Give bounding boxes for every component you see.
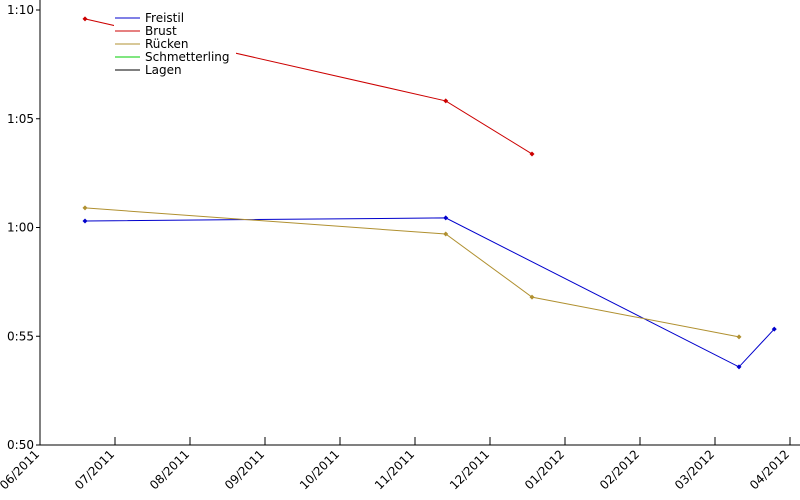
legend-bg bbox=[114, 12, 236, 25]
point bbox=[443, 98, 449, 104]
y-tick-label: 0:55 bbox=[7, 329, 34, 343]
x-tick-label: 03/2012 bbox=[672, 447, 717, 492]
legend-bg bbox=[114, 64, 236, 77]
legend-label: Lagen bbox=[145, 63, 182, 77]
x-tick-label: 09/2011 bbox=[222, 447, 267, 492]
x-tick-label: 12/2011 bbox=[447, 447, 492, 492]
point bbox=[82, 218, 88, 224]
legend-label: Brust bbox=[145, 24, 177, 38]
point bbox=[771, 326, 777, 332]
series-line bbox=[84, 217, 775, 368]
point bbox=[82, 16, 88, 22]
point bbox=[443, 215, 449, 221]
point bbox=[736, 334, 742, 340]
series-line bbox=[84, 207, 740, 338]
legend-label: Schmetterling bbox=[145, 50, 230, 64]
point bbox=[82, 205, 88, 211]
x-tick-label: 08/2011 bbox=[147, 447, 192, 492]
y-tick-label: 1:05 bbox=[7, 112, 34, 126]
point bbox=[529, 151, 535, 157]
x-tick-label: 06/2011 bbox=[0, 447, 42, 492]
x-tick-label: 10/2011 bbox=[297, 447, 342, 492]
point bbox=[443, 231, 449, 237]
legend-label: Freistil bbox=[145, 11, 184, 25]
x-tick-label: 02/2012 bbox=[597, 447, 642, 492]
legend-bg bbox=[114, 38, 236, 51]
x-tick-label: 04/2012 bbox=[747, 447, 792, 492]
point bbox=[736, 364, 742, 370]
legend-bg bbox=[114, 25, 236, 38]
x-tick-label: 11/2011 bbox=[372, 447, 417, 492]
y-tick-label: 0:50 bbox=[7, 438, 34, 452]
y-tick-label: 1:10 bbox=[7, 3, 34, 17]
point bbox=[529, 294, 535, 300]
x-tick-label: 07/2011 bbox=[72, 447, 117, 492]
x-tick-label: 01/2012 bbox=[522, 447, 567, 492]
legend-bg bbox=[114, 51, 236, 64]
y-tick-label: 1:00 bbox=[7, 221, 34, 235]
legend-label: Rücken bbox=[145, 37, 189, 51]
